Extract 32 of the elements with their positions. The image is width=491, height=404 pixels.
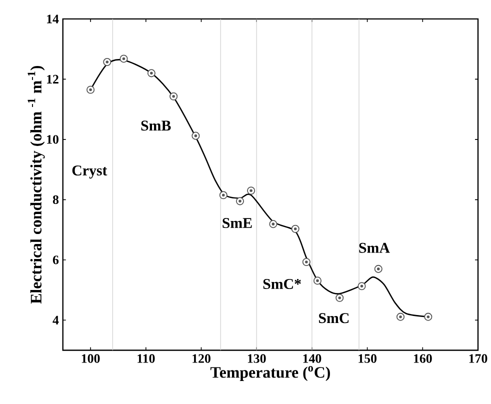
point (291, 224, 300, 233)
annotation: SmB (141, 120, 171, 131)
point (269, 220, 278, 228)
point (120, 54, 128, 63)
annotation: SmC* (263, 278, 301, 289)
y-tick-label: 4 (52, 316, 59, 324)
x-tick-label: 160 (414, 354, 432, 363)
point (236, 197, 244, 206)
point (396, 312, 405, 321)
point (247, 186, 256, 195)
annotation: Cryst (72, 165, 108, 178)
point (336, 294, 344, 302)
x-tick-label: 110 (138, 354, 155, 363)
x-tick-label: 150 (358, 354, 376, 363)
annotation: SmC (319, 313, 349, 324)
annotation: SmE (222, 218, 252, 228)
annotation: SmA (359, 242, 390, 253)
point (302, 258, 310, 266)
x-axis-title: Temperature ($^{o}$C) (210, 366, 330, 381)
y-tick-label: 14 (47, 14, 59, 24)
x-tick-label: 170 (469, 354, 488, 363)
x-tick-label: 140 (303, 354, 322, 363)
y-axis-title: Electrical conductivity (ohm $^{-1}$ m$^{-1}$) (28, 66, 45, 304)
x-tick-label: 100 (82, 354, 100, 363)
point (103, 58, 112, 66)
x-tick-label: 120 (192, 354, 210, 363)
y-tick-label: 12 (47, 74, 58, 84)
y-tick-label: 8 (52, 195, 59, 204)
y-tick-label: 10 (47, 134, 58, 144)
x-tick-label: 130 (248, 354, 266, 363)
y-tick-label: 6 (52, 255, 59, 264)
point (374, 264, 382, 273)
